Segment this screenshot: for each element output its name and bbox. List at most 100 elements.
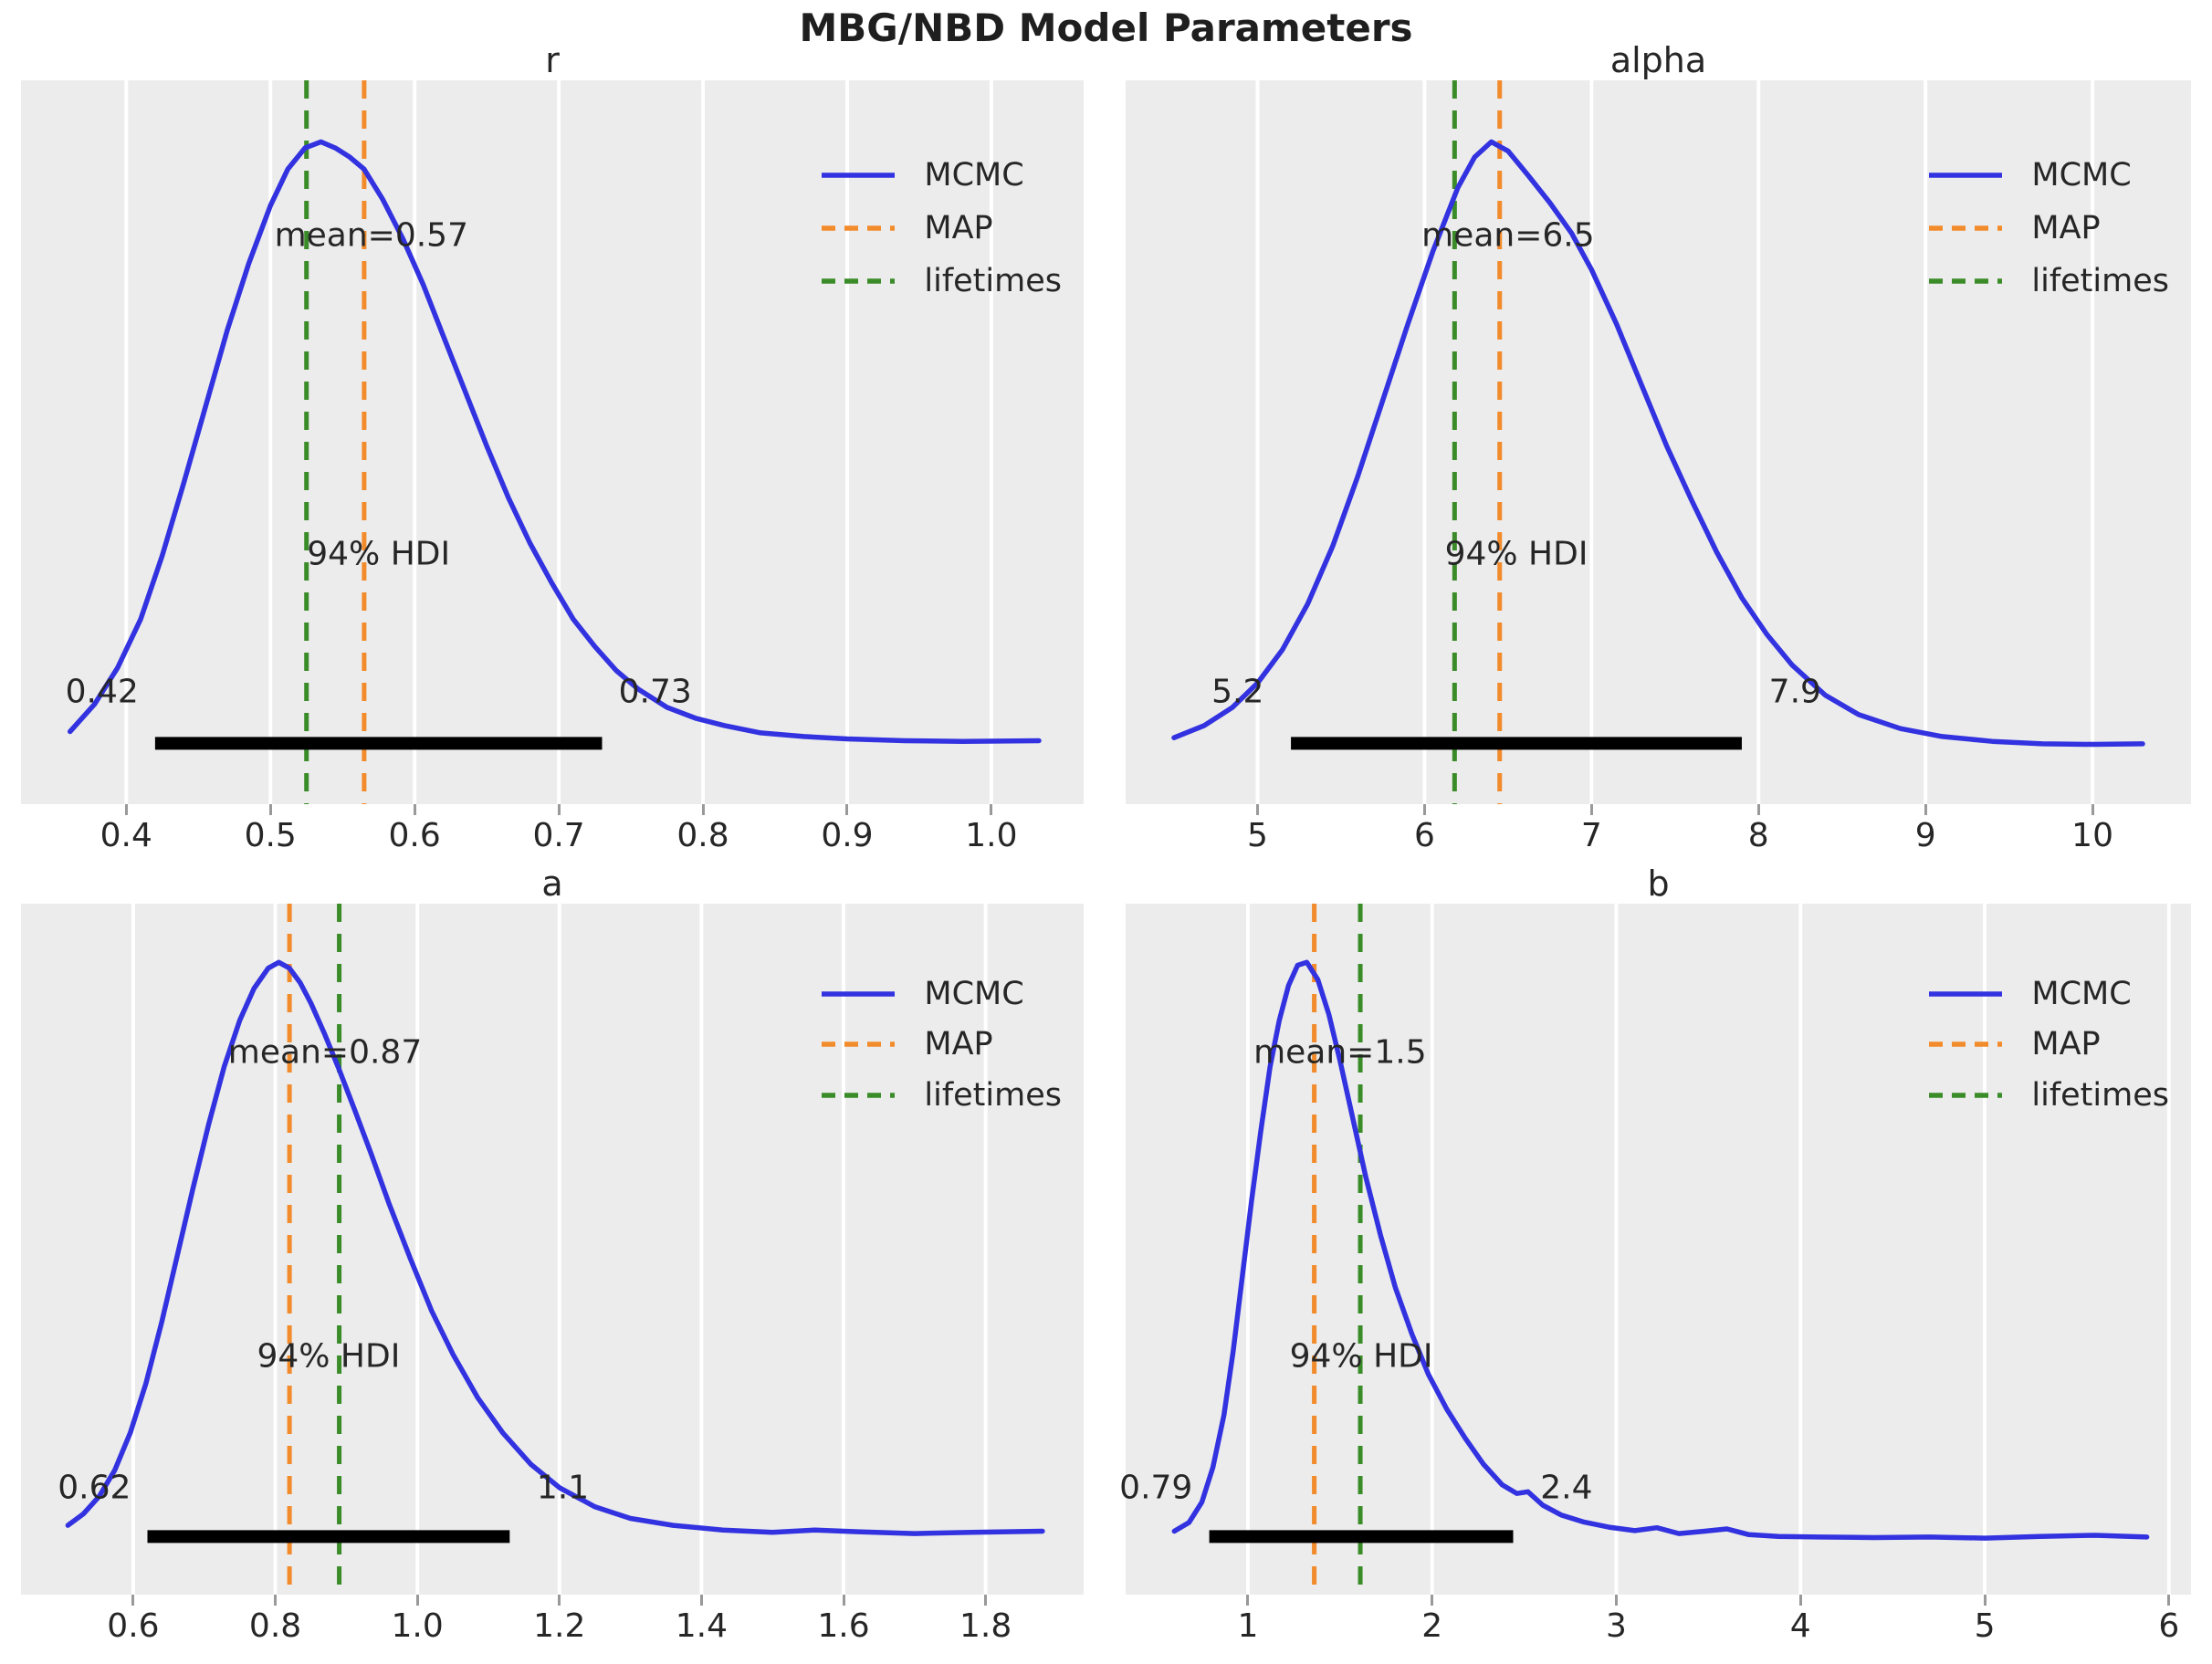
x-tick-mark — [1589, 804, 1593, 815]
lifetimes-line-swatch-icon — [1929, 1092, 2003, 1098]
mean-annotation: mean=1.5 — [1253, 1033, 1427, 1072]
x-tick-mark — [268, 804, 272, 815]
legend-item-lifetimes: lifetimes — [820, 255, 1062, 308]
legend-label: MCMC — [2031, 976, 2132, 1013]
subplot-a: a 0.6 0.8 1.0 1.2 1.4 1.6 1.8 MCMC MAP lifetimes… — [21, 863, 1084, 1653]
hdi-upper-label: 0.73 — [618, 673, 692, 711]
x-tick-label: 5 — [1247, 817, 1268, 854]
x-tick-label: 0.4 — [100, 817, 152, 854]
x-tick-mark — [1246, 1595, 1250, 1606]
x-tick-mark — [845, 804, 849, 815]
x-tick-label: 6 — [2158, 1607, 2180, 1645]
legend-item-lifetimes: lifetimes — [1927, 1070, 2169, 1120]
subplot-b: b 1 2 3 4 5 6 MCMC MAP lifetimes mean=1.5 94% H… — [1119, 863, 2191, 1653]
legend-label: MAP — [2031, 209, 2101, 246]
x-tick-label: 0.8 — [248, 1607, 302, 1645]
mcmc-line-swatch-icon — [1929, 173, 2003, 178]
x-tick-mark — [1798, 1595, 1802, 1606]
x-tick-label: 5 — [1974, 1607, 1996, 1645]
x-axis-a: 0.6 0.8 1.0 1.2 1.4 1.6 1.8 — [21, 1595, 1084, 1653]
mcmc-line-swatch-icon — [822, 173, 896, 178]
axes-background — [1126, 80, 2191, 804]
x-tick-label: 0.8 — [676, 817, 729, 854]
subplot-r: r 0.4 0.5 0.6 0.7 0.8 0.9 1.0 MCMC MAP lifetimes… — [21, 40, 1084, 863]
x-tick-mark — [701, 804, 705, 815]
x-tick-mark — [1614, 1595, 1618, 1606]
plot-canvas-alpha — [1126, 80, 2191, 804]
x-tick-label: 8 — [1747, 817, 1769, 854]
x-tick-label: 1.0 — [391, 1607, 444, 1645]
mean-annotation: mean=0.57 — [274, 216, 468, 255]
x-tick-label: 0.5 — [244, 817, 297, 854]
subplot-title-r: r — [545, 40, 560, 80]
legend-item-map: MAP — [820, 202, 1062, 255]
hdi-lower-label: 5.2 — [1211, 673, 1264, 711]
x-tick-mark — [699, 1595, 703, 1606]
x-tick-mark — [558, 1595, 561, 1606]
legend-item-mcmc: MCMC — [820, 149, 1062, 202]
legend-label: lifetimes — [2031, 262, 2169, 299]
x-tick-label: 0.9 — [821, 817, 874, 854]
plot-canvas-a — [21, 904, 1084, 1595]
mean-annotation: mean=0.87 — [227, 1033, 423, 1072]
legend-item-mcmc: MCMC — [820, 969, 1062, 1020]
lifetimes-line-swatch-icon — [822, 1092, 896, 1098]
hdi-text: 94% HDI — [1444, 535, 1588, 573]
map-line-swatch-icon — [822, 1041, 896, 1048]
legend-item-mcmc: MCMC — [1927, 149, 2169, 202]
legend-label: lifetimes — [924, 1076, 1062, 1114]
legend-item-map: MAP — [820, 1020, 1062, 1070]
lifetimes-line-swatch-icon — [822, 277, 896, 284]
x-axis-alpha: 5 6 7 8 9 10 — [1126, 804, 2191, 863]
x-tick-label: 10 — [2071, 817, 2113, 854]
x-tick-label: 1.2 — [533, 1607, 586, 1645]
x-tick-mark — [274, 1595, 278, 1606]
figure-title: MBG/NBD Model Parameters — [799, 5, 1413, 50]
x-tick-mark — [413, 804, 416, 815]
x-tick-mark — [1924, 804, 1927, 815]
map-line-swatch-icon — [822, 225, 896, 231]
subplot-title-b: b — [1647, 863, 1670, 904]
lifetimes-line-swatch-icon — [1929, 277, 2003, 284]
mcmc-line-swatch-icon — [822, 991, 896, 997]
x-tick-label: 1.0 — [965, 817, 1018, 854]
legend-label: MAP — [2031, 1026, 2101, 1063]
legend-item-lifetimes: lifetimes — [1927, 255, 2169, 308]
x-tick-label: 0.7 — [532, 817, 585, 854]
legend-a: MCMC MAP lifetimes — [820, 969, 1062, 1121]
x-tick-mark — [2167, 1595, 2171, 1606]
subplot-title-alpha: alpha — [1609, 40, 1707, 80]
legend-r: MCMC MAP lifetimes — [820, 149, 1062, 308]
x-tick-label: 0.6 — [388, 817, 441, 854]
hdi-upper-label: 2.4 — [1540, 1469, 1593, 1507]
x-tick-mark — [1422, 804, 1426, 815]
map-line-swatch-icon — [1929, 1041, 2003, 1048]
x-tick-mark — [415, 1595, 419, 1606]
subplot-title-a: a — [541, 863, 563, 904]
x-tick-mark — [124, 804, 128, 815]
legend-label: lifetimes — [2031, 1076, 2169, 1114]
legend-label: MCMC — [2031, 156, 2132, 194]
x-tick-label: 3 — [1606, 1607, 1627, 1645]
mcmc-kde-curve — [1171, 959, 2150, 1541]
mcmc-kde-curve — [1171, 139, 2145, 748]
hdi-upper-label: 1.1 — [536, 1469, 590, 1507]
legend-label: MAP — [924, 1026, 993, 1063]
mcmc-line-swatch-icon — [1929, 991, 2003, 997]
x-tick-label: 1 — [1237, 1607, 1259, 1645]
x-tick-mark — [990, 804, 993, 815]
legend-label: MCMC — [924, 156, 1024, 194]
x-tick-mark — [2091, 804, 2094, 815]
x-tick-label: 6 — [1413, 817, 1435, 854]
hdi-text: 94% HDI — [257, 1337, 401, 1376]
legend-label: lifetimes — [924, 262, 1062, 299]
hdi-text: 94% HDI — [1289, 1337, 1433, 1376]
x-tick-label: 1.6 — [817, 1607, 870, 1645]
legend-item-map: MAP — [1927, 202, 2169, 255]
plot-canvas-r — [21, 80, 1084, 804]
subplot-alpha: alpha 5 6 7 8 9 10 MCMC MAP lifetimes mean=6.5 … — [1126, 40, 2191, 863]
x-tick-mark — [984, 1595, 988, 1606]
mean-annotation: mean=6.5 — [1421, 216, 1595, 255]
x-tick-label: 1.4 — [675, 1607, 729, 1645]
